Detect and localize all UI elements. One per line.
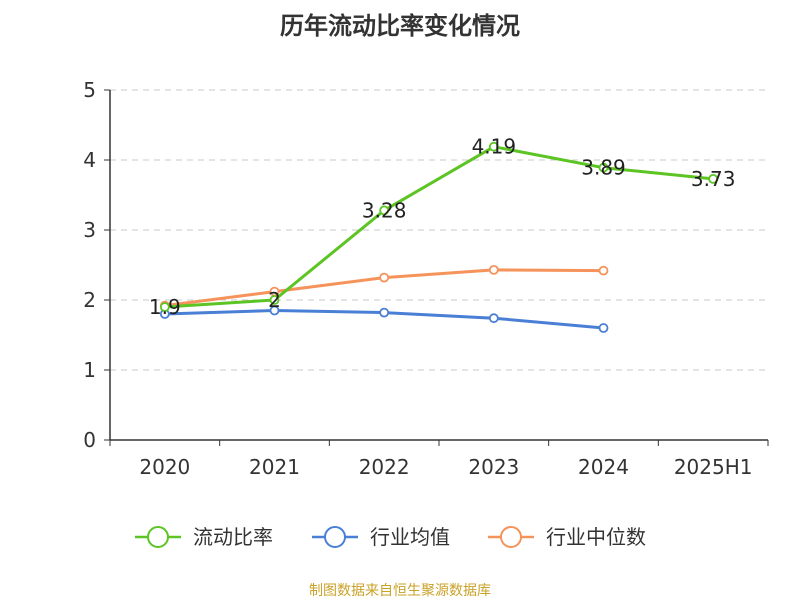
y-tick-label: 0	[83, 428, 96, 452]
data-point	[488, 313, 499, 324]
legend-swatch-marker	[500, 526, 522, 548]
data-point	[488, 264, 499, 275]
x-tick-label: 2020	[139, 455, 190, 479]
legend-item[interactable]: 行业均值	[312, 525, 450, 549]
data-label: 2	[268, 288, 281, 312]
data-point	[598, 162, 609, 173]
series-line	[164, 145, 714, 309]
data-point	[159, 302, 170, 312]
series-0: 1.9 2 3.28 4.19 3.89 3.73	[149, 135, 736, 319]
data-label: 4.19	[472, 135, 517, 159]
axes: 0 1 2 3 4 5 2020 2021 2022 2023 2024 2025H1	[83, 78, 769, 479]
y-tick-label: 3	[83, 218, 96, 242]
y-tick-label: 1	[83, 358, 96, 382]
grid-lines	[110, 89, 768, 371]
data-point	[269, 305, 280, 316]
series-1	[159, 305, 609, 333]
data-label: 3.89	[581, 156, 626, 180]
data-point	[708, 173, 719, 184]
y-tick-label: 2	[83, 288, 96, 312]
data-label: 1.9	[149, 295, 181, 319]
y-tick-label: 5	[83, 78, 96, 102]
x-tick-label: 2025H1	[674, 455, 753, 479]
legend-item[interactable]: 行业中位数	[488, 525, 646, 549]
x-tick-label: 2022	[359, 455, 410, 479]
data-point	[379, 205, 390, 216]
legend-label: 行业中位数	[546, 525, 646, 549]
data-point	[379, 307, 390, 318]
series-layer: 1.9 2 3.28 4.19 3.89 3.73	[149, 135, 736, 333]
legend-item[interactable]: 流动比率	[135, 525, 273, 549]
data-point	[598, 265, 609, 276]
legend-swatch-marker	[324, 526, 346, 548]
data-point	[269, 295, 280, 305]
legend-swatch-marker	[147, 526, 169, 548]
legend-label: 流动比率	[193, 525, 273, 549]
legend: 流动比率 行业均值 行业中位数	[135, 525, 646, 549]
x-tick-label: 2024	[578, 455, 629, 479]
legend-label: 行业均值	[370, 525, 450, 549]
y-tick-label: 4	[83, 148, 96, 172]
x-tick-label: 2021	[249, 455, 300, 479]
data-point	[379, 272, 390, 283]
chart-title: 历年流动比率变化情况	[280, 12, 520, 40]
data-label: 3.28	[362, 198, 407, 222]
data-label: 3.73	[691, 167, 736, 191]
data-point	[488, 141, 499, 152]
data-point	[598, 323, 609, 333]
x-tick-label: 2023	[468, 455, 519, 479]
source-note: 制图数据来自恒生聚源数据库	[309, 583, 491, 599]
